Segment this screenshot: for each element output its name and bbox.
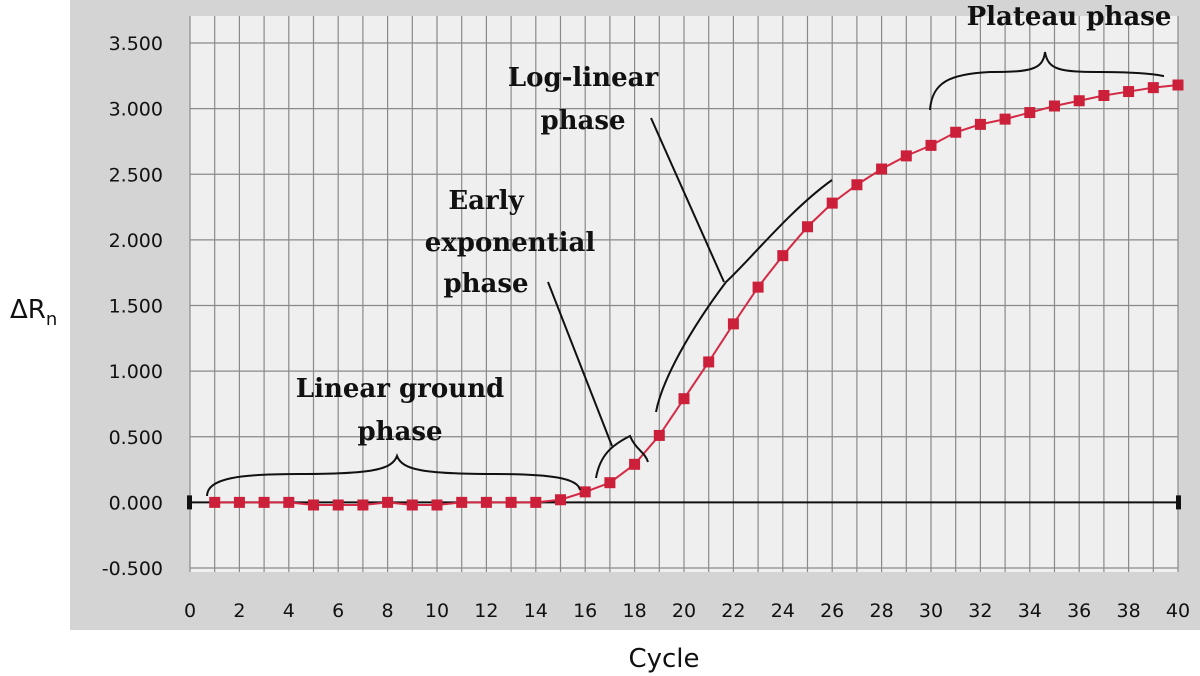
data-point bbox=[530, 496, 542, 508]
y-tick-label: 3.500 bbox=[109, 33, 163, 55]
pointer-early-exponential bbox=[547, 281, 613, 447]
data-point bbox=[1098, 90, 1110, 101]
y-tick-label: 2.000 bbox=[109, 230, 163, 252]
x-tick-label: 0 bbox=[184, 600, 196, 622]
x-tick-label: 38 bbox=[1117, 600, 1141, 622]
data-point bbox=[555, 494, 566, 506]
y-tick-label: 3.000 bbox=[109, 99, 163, 121]
y-tick-label: 0.500 bbox=[109, 427, 163, 449]
data-point bbox=[406, 499, 418, 511]
x-tick-label: 22 bbox=[721, 600, 745, 622]
x-tick-label: 6 bbox=[332, 600, 344, 622]
x-tick-label: 26 bbox=[820, 600, 844, 622]
data-point bbox=[999, 113, 1011, 125]
data-point bbox=[258, 496, 270, 508]
data-point bbox=[629, 458, 641, 470]
x-tick-label: 24 bbox=[771, 600, 795, 622]
brace-linear-ground bbox=[206, 453, 581, 497]
baseline-left-cap bbox=[187, 495, 192, 510]
data-point bbox=[802, 221, 813, 233]
x-tick-label: 28 bbox=[870, 600, 894, 622]
y-tick-label: 1.500 bbox=[109, 296, 163, 318]
x-axis-title: Cycle bbox=[628, 644, 699, 674]
data-point bbox=[332, 499, 344, 511]
annotation-text: Log-linear bbox=[508, 63, 659, 93]
y-axis-title-subscript: n bbox=[46, 309, 57, 330]
data-point bbox=[308, 499, 319, 511]
x-tick-label: 8 bbox=[382, 600, 394, 622]
x-tick-label: 34 bbox=[1018, 600, 1042, 622]
data-point bbox=[1172, 79, 1184, 91]
x-tick-label: 36 bbox=[1067, 600, 1091, 622]
y-tick-label: 0.000 bbox=[109, 492, 163, 514]
data-point bbox=[900, 150, 912, 162]
x-tick-label: 4 bbox=[283, 600, 295, 622]
x-tick-label: 14 bbox=[524, 600, 548, 622]
annotation-text: phase bbox=[540, 106, 625, 136]
baseline-right-cap bbox=[1176, 495, 1181, 510]
data-point bbox=[727, 318, 739, 330]
x-tick-label: 12 bbox=[474, 600, 498, 622]
x-tick-label: 16 bbox=[573, 600, 597, 622]
x-tick-label: 10 bbox=[425, 600, 449, 622]
data-point bbox=[505, 496, 517, 508]
y-tick-label: 2.500 bbox=[109, 164, 163, 186]
data-point bbox=[431, 499, 443, 511]
x-tick-label: 20 bbox=[672, 600, 696, 622]
y-tick-label: 1.000 bbox=[109, 361, 163, 383]
axis-ticks: 3.500 3.000 2.500 2.000 1.500 1.000 0.500 0.000… bbox=[102, 33, 1190, 622]
data-point bbox=[604, 477, 616, 489]
data-point bbox=[1123, 86, 1135, 98]
data-point bbox=[752, 281, 764, 293]
y-tick-label: -0.500 bbox=[102, 558, 163, 580]
data-point bbox=[1147, 82, 1159, 94]
annotation-text: phase bbox=[443, 269, 528, 299]
data-point bbox=[777, 250, 789, 262]
data-point bbox=[283, 496, 295, 508]
annotation-text: Plateau phase bbox=[967, 2, 1172, 32]
data-point bbox=[876, 163, 888, 175]
data-point bbox=[209, 496, 221, 508]
data-point bbox=[579, 486, 591, 498]
data-point bbox=[703, 356, 715, 368]
data-point bbox=[382, 496, 394, 508]
y-axis-title: ΔRn bbox=[10, 295, 57, 330]
data-point bbox=[456, 496, 468, 508]
x-tick-label: 32 bbox=[968, 600, 992, 622]
x-tick-label: 2 bbox=[233, 600, 245, 622]
pointer-log-linear bbox=[650, 117, 725, 283]
brace-log-linear bbox=[655, 179, 833, 413]
x-tick-label: 18 bbox=[623, 600, 647, 622]
data-point bbox=[233, 496, 245, 508]
grid-lines bbox=[187, 16, 1181, 572]
data-point bbox=[1024, 107, 1036, 119]
annotation-text: Early bbox=[448, 186, 524, 216]
brace-early-exponential bbox=[595, 434, 649, 479]
data-point bbox=[851, 179, 863, 191]
data-point bbox=[1049, 100, 1060, 112]
x-tick-label: 40 bbox=[1166, 600, 1190, 622]
data-point bbox=[480, 496, 492, 508]
data-series bbox=[209, 79, 1184, 511]
data-point bbox=[950, 126, 962, 138]
y-axis-title-main: ΔR bbox=[10, 295, 46, 325]
data-point bbox=[357, 499, 369, 511]
series-line bbox=[214, 84, 1179, 506]
data-point bbox=[653, 429, 665, 441]
brace-plateau bbox=[929, 51, 1165, 111]
data-point bbox=[974, 118, 986, 130]
phase-annotations: Linear ground phase Early exponential phase L… bbox=[206, 2, 1172, 497]
data-point bbox=[826, 197, 838, 209]
annotation-text: Linear ground bbox=[296, 374, 504, 404]
x-tick-label: 30 bbox=[919, 600, 943, 622]
annotation-text: exponential bbox=[425, 228, 596, 258]
data-point bbox=[678, 393, 690, 405]
annotation-text: phase bbox=[357, 417, 442, 447]
data-point bbox=[1073, 95, 1085, 107]
data-point bbox=[925, 139, 937, 151]
